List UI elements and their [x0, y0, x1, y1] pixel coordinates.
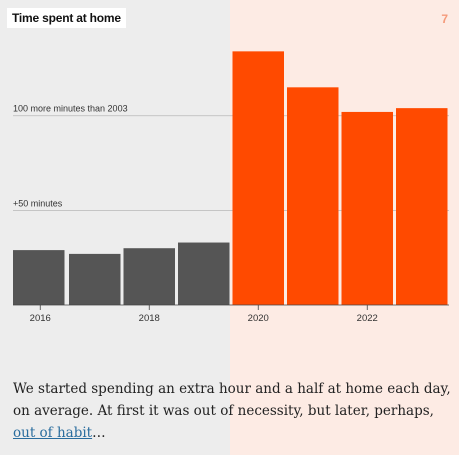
x-tick-label-2018: 2018 — [139, 313, 160, 324]
caption-body: We started spending an extra hour and a … — [13, 381, 451, 419]
out-of-habit-link[interactable]: out of habit — [13, 425, 93, 441]
bar-chart: +50 minutes 100 more minutes than 2003 201… — [13, 51, 449, 324]
x-tick-label-2020: 2020 — [248, 313, 269, 324]
bar-2019 — [178, 242, 230, 305]
x-tick-label-2016: 2016 — [30, 313, 51, 324]
x-tick-label-2022: 2022 — [357, 313, 378, 324]
gridline-label-50: +50 minutes — [13, 198, 63, 208]
bar-2023 — [396, 108, 448, 306]
bar-2021 — [287, 87, 339, 305]
slide-number: 7 — [441, 12, 448, 26]
bar-2022 — [341, 111, 393, 305]
chart-title: Time spent at home — [7, 8, 126, 28]
caption-suffix: … — [92, 425, 106, 441]
gridline-label-100: 100 more minutes than 2003 — [13, 104, 128, 114]
background-pre-pandemic — [0, 0, 230, 455]
bar-2017 — [69, 253, 121, 305]
bar-2018 — [123, 248, 175, 305]
bar-2016 — [13, 250, 65, 305]
caption-text: We started spending an extra hour and a … — [13, 378, 453, 444]
bar-2020 — [232, 51, 284, 305]
